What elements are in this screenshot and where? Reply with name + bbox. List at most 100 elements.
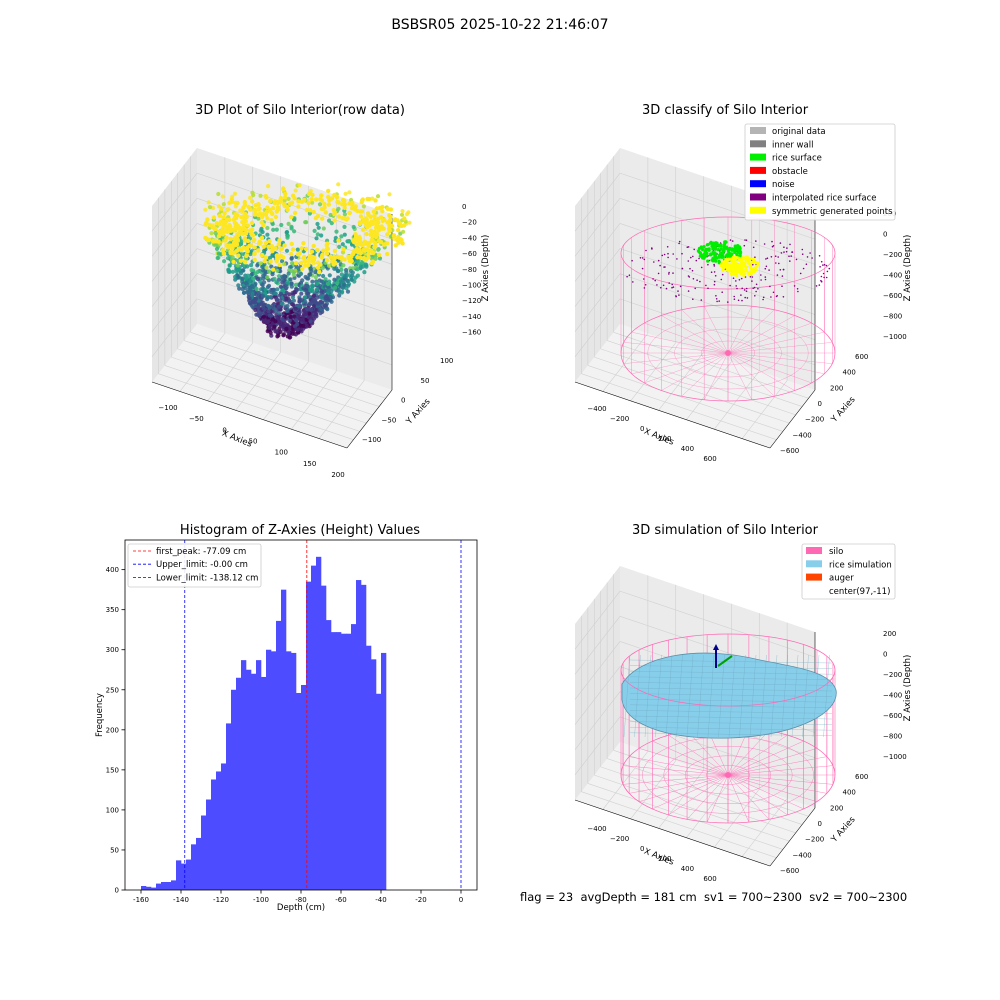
p3-x-tick-label: 0	[459, 896, 463, 904]
p2-legend: original data inner wall rice surface obsta…	[744, 123, 896, 221]
p2-interpolated-point	[765, 258, 767, 260]
p1-scatter-point-top	[326, 188, 331, 194]
p2-interpolated-point	[774, 255, 777, 257]
p1-scatter-point	[353, 275, 358, 280]
p1-scatter-point	[275, 334, 280, 339]
p2-interpolated-point	[707, 263, 709, 266]
p1-scatter-point	[253, 271, 258, 276]
p2-z-tick-label: −600	[883, 292, 902, 300]
p2-interpolated-point	[663, 266, 665, 268]
p1-scatter-point	[316, 225, 321, 230]
p1-scatter-point-top	[377, 252, 382, 258]
p2-interpolated-point	[741, 287, 743, 290]
p1-scatter-point-top	[290, 247, 296, 252]
p3-x-tick-label: -120	[213, 896, 229, 904]
p2-symmetric-point	[743, 264, 747, 268]
p2-side-pane	[575, 148, 620, 382]
p1-x-tick-label: −50	[189, 415, 204, 423]
p1-scatter-point	[216, 191, 221, 197]
p1-scatter-point-top	[344, 217, 349, 222]
p4-x-tick-label: 0	[640, 845, 644, 853]
p1-scatter-point	[290, 331, 295, 336]
p2-interpolated-point	[815, 285, 818, 287]
p2-interpolated-point	[716, 300, 718, 303]
p1-scatter-point-top	[270, 211, 275, 217]
p1-scatter-point	[290, 295, 295, 300]
p4-x-tick-label: 200	[658, 855, 671, 863]
p2-grid-floor-y	[581, 373, 777, 440]
p2-interpolated-point	[819, 266, 821, 268]
p1-scatter-point	[278, 298, 283, 303]
p3-histogram-bar	[281, 589, 287, 890]
plot1-3d-scatter: −100 −50 0 50 100 150 200 −100 −50 0 50 100 0 −20 −40 −…	[151, 148, 491, 479]
p1-scatter-point	[308, 272, 313, 277]
p1-scatter-point-top	[239, 247, 244, 253]
p1-scatter-point-top	[339, 256, 344, 261]
p2-x-axis-label: X Axies	[642, 427, 675, 448]
p1-scatter-point	[312, 228, 317, 233]
p2-interpolated-point	[790, 255, 792, 257]
p3-histogram-bar	[216, 771, 222, 890]
p1-grid-back-z	[196, 172, 393, 240]
p1-scatter-point	[292, 290, 297, 295]
p1-scatter-point-top	[273, 214, 279, 220]
p4-legend-swatch	[806, 560, 822, 568]
p1-scatter-point	[247, 195, 253, 200]
p2-rice-surface-point	[730, 247, 735, 251]
p1-scatter-point	[336, 269, 341, 274]
plot4-3d-simulation: −400−2000200400600−600−400−2000200400600…	[574, 543, 913, 883]
p2-interpolated-point	[752, 287, 754, 290]
p2-rice-surface-point	[717, 260, 722, 264]
p1-scatter-point	[267, 323, 272, 328]
p1-scatter-point	[376, 247, 381, 252]
p1-y-axis-label: Y Axies	[404, 396, 433, 427]
p2-interpolated-point	[643, 278, 645, 280]
p1-scatter-point-top	[319, 254, 325, 259]
p1-scatter-point-top	[233, 200, 238, 205]
p1-scatter-point-top	[361, 247, 367, 252]
p4-z-tick-label: −200	[883, 671, 902, 679]
p1-scatter-point	[329, 299, 334, 304]
p1-grid-floor-x	[179, 333, 226, 392]
p2-symmetric-point	[727, 268, 731, 272]
p1-scatter-point	[340, 242, 345, 247]
p2-interpolated-point	[628, 274, 631, 277]
p1-scatter-point-top	[373, 225, 379, 230]
p1-scatter-point-top	[270, 206, 276, 211]
p1-scatter-point	[304, 323, 309, 328]
p1-scatter-point	[292, 229, 297, 234]
p4-auger-arm	[717, 655, 733, 667]
p2-interpolated-point	[744, 239, 746, 241]
p1-scatter-point-top	[263, 240, 269, 246]
p4-y-tick-label: −600	[780, 867, 799, 875]
p1-scatter-point	[266, 319, 271, 324]
p1-scatter-point-top	[325, 246, 331, 251]
p1-scatter-point-top	[282, 202, 287, 207]
p2-interpolated-point	[760, 274, 762, 276]
p2-interpolated-point	[820, 280, 823, 283]
p1-scatter-point-top	[376, 238, 382, 243]
p2-symmetric-point	[729, 257, 733, 261]
p2-y-tick-label: −200	[805, 416, 824, 424]
p4-z-tick-label: −1000	[883, 753, 907, 761]
p2-interpolated-point	[768, 269, 770, 271]
p3-x-tick-label: -160	[133, 896, 149, 904]
p1-scatter-point	[251, 276, 256, 281]
p1-scatter-point-top	[222, 221, 228, 226]
p4-silo-floor-spoke	[652, 740, 729, 776]
p2-interpolated-point	[764, 276, 767, 278]
p1-scatter-point	[245, 264, 250, 269]
p4-rice-mesh-line	[791, 654, 799, 738]
p1-scatter-point-top	[262, 259, 267, 264]
p4-silo-floor-spoke	[623, 765, 729, 776]
p1-scatter-point-top	[268, 198, 273, 203]
p1-grid-side-z	[151, 298, 198, 358]
p3-histogram-bar	[376, 693, 382, 890]
p4-silo-floor-spoke	[638, 748, 729, 776]
p1-scatter-point-top	[366, 255, 371, 260]
p3-histogram-bar	[146, 886, 152, 890]
p1-scatter-point-top	[336, 214, 342, 219]
p1-scatter-point	[315, 232, 320, 237]
plot2-3d-classify: −400−2000200400600−600−400−2000200400600…	[574, 123, 913, 463]
p1-z-tick-label: −20	[462, 219, 477, 227]
